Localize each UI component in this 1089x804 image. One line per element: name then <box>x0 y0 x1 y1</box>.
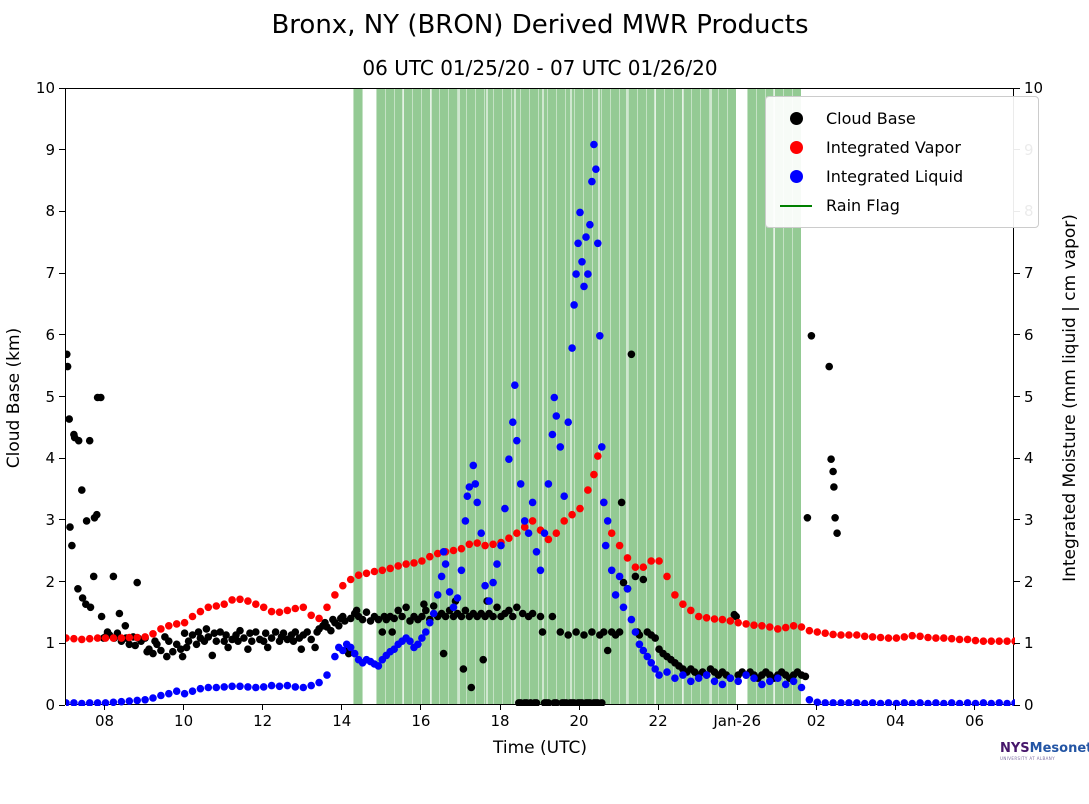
x-tick-mark <box>815 705 817 710</box>
legend-label: Cloud Base <box>826 109 916 128</box>
rain-flag-line-icon <box>780 204 812 207</box>
x-tick-label: 20 <box>569 712 589 730</box>
y-tick-mark-left <box>59 87 65 89</box>
legend-item-integrated-liquid: Integrated Liquid <box>780 167 1024 186</box>
y-tick-mark-left <box>59 396 65 397</box>
legend-label: Integrated Vapor <box>826 138 961 157</box>
y-tick-mark-right <box>1014 581 1020 583</box>
legend-label: Integrated Liquid <box>826 167 964 186</box>
x-tick-mark <box>262 705 264 710</box>
y-tick-mark-right <box>1014 519 1020 521</box>
y-tick-label-right: 0 <box>1024 696 1034 714</box>
x-tick-mark <box>183 705 185 710</box>
x-tick-mark <box>974 705 975 710</box>
y-tick-label-left: 4 <box>45 449 55 468</box>
y-tick-label-left: 6 <box>45 325 55 344</box>
y-tick-label-left: 2 <box>45 572 55 591</box>
y-tick-mark-left <box>59 704 65 706</box>
x-tick-label: 04 <box>885 712 905 730</box>
y-tick-label-right: 1 <box>1024 634 1034 653</box>
x-tick-label: 18 <box>490 712 510 730</box>
y-tick-label-right: 5 <box>1024 387 1034 406</box>
x-tick-label: 08 <box>94 712 115 730</box>
x-tick-label: 10 <box>174 712 194 730</box>
legend-label: Rain Flag <box>826 196 900 215</box>
y-tick-label-right: 4 <box>1024 449 1034 468</box>
x-tick-label: 12 <box>253 712 273 730</box>
chart-title: Bronx, NY (BRON) Derived MWR Products <box>271 10 809 40</box>
y-tick-mark-left <box>59 457 65 459</box>
x-tick-mark <box>894 705 896 710</box>
y-tick-mark-left <box>59 334 65 336</box>
y-tick-mark-right <box>1014 272 1020 274</box>
rain-flag-span <box>353 89 363 704</box>
y-tick-mark-left <box>59 210 65 212</box>
y-tick-label-left: 3 <box>45 510 55 529</box>
x-tick-label: 06 <box>964 712 985 730</box>
y-tick-mark-right <box>1014 87 1020 89</box>
cloud-base-marker-icon <box>789 112 803 125</box>
y-tick-label-left: 8 <box>45 202 55 221</box>
y-tick-mark-right <box>1014 396 1020 397</box>
y-tick-label-left: 7 <box>45 264 55 283</box>
y-tick-mark-left <box>59 642 65 644</box>
x-tick-mark <box>499 705 501 710</box>
integrated-liquid-points <box>66 140 1015 706</box>
cloud-base-points <box>66 332 841 706</box>
logo-caption: UNIVERSITY AT ALBANY <box>1000 755 1056 761</box>
x-tick-mark <box>420 705 422 710</box>
y-tick-mark-right <box>1014 334 1020 336</box>
x-tick-mark <box>736 705 738 710</box>
x-axis-label: Time (UTC) <box>493 738 587 758</box>
y-tick-mark-left <box>59 581 65 583</box>
legend-item-integrated-vapor: Integrated Vapor <box>780 138 1024 157</box>
x-tick-mark <box>341 705 343 710</box>
scatter-canvas <box>66 140 1015 706</box>
x-tick-label: 14 <box>332 712 352 730</box>
y-tick-label-left: 0 <box>45 696 55 714</box>
x-tick-label: Jan-26 <box>713 712 761 730</box>
y-tick-label-left: 1 <box>45 634 55 653</box>
y-tick-label-right: 10 <box>1024 79 1044 97</box>
chart-subtitle: 06 UTC 01/25/20 - 07 UTC 01/26/20 <box>362 56 718 80</box>
nys-mesonet-logo: NYSMesonet UNIVERSITY AT ALBANY <box>998 736 1089 766</box>
y-tick-mark-left <box>59 149 65 151</box>
y-axis-label-right: Integrated Moisture (mm liquid | cm vapo… <box>1060 214 1080 582</box>
legend-item-cloud-base: Cloud Base <box>780 109 1024 128</box>
y-axis-label-left: Cloud Base (km) <box>4 327 24 469</box>
legend: Cloud Base Integrated Vapor Integrated L… <box>765 96 1039 228</box>
x-tick-label: 02 <box>806 712 826 730</box>
logo-org: NYS <box>1000 740 1030 756</box>
y-tick-label-right: 6 <box>1024 325 1034 344</box>
y-tick-label-left: 5 <box>45 387 55 406</box>
x-tick-label: 16 <box>411 712 431 730</box>
y-tick-mark-left <box>59 519 65 521</box>
x-tick-mark <box>104 705 105 710</box>
y-tick-mark-right <box>1014 642 1020 644</box>
y-tick-label-left: 9 <box>45 140 55 159</box>
x-tick-mark <box>578 705 580 710</box>
logo-product: Mesonet <box>1029 740 1089 756</box>
y-tick-mark-left <box>59 272 65 274</box>
y-tick-label-left: 10 <box>35 79 55 97</box>
integrated-vapor-marker-icon <box>789 141 803 154</box>
y-tick-label-right: 3 <box>1024 510 1034 529</box>
y-tick-mark-right <box>1014 704 1020 706</box>
legend-item-rain-flag: Rain Flag <box>780 196 1024 215</box>
y-tick-label-right: 2 <box>1024 572 1034 591</box>
y-tick-mark-right <box>1014 457 1020 459</box>
y-tick-label-right: 7 <box>1024 264 1034 283</box>
integrated-vapor-points <box>66 452 1015 645</box>
integrated-liquid-marker-icon <box>789 170 803 183</box>
x-tick-mark <box>657 705 659 710</box>
x-tick-label: 22 <box>648 712 668 730</box>
